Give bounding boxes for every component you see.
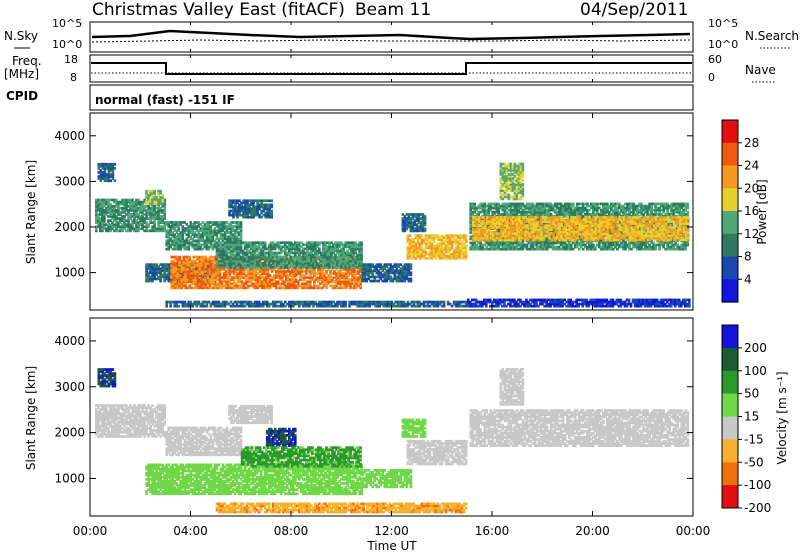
power-band-2 — [145, 190, 164, 205]
velocity-ytick-label-0: 4000 — [54, 334, 85, 348]
cpid-value: normal (fast) -151 IF — [95, 93, 235, 107]
velocity-panel: 4000 3000 2000 1000 Slant Range [km] 200 100… — [24, 318, 789, 516]
velocity-colorbar-tick-6: -100 — [744, 478, 771, 492]
velocity-band-2 — [165, 427, 242, 457]
velocity-band-8 — [407, 440, 468, 465]
velocity-colorbar-tick-0: 200 — [744, 341, 767, 355]
power-colorbar-seg-5 — [722, 234, 738, 257]
power-colorbar-tick-1: 24 — [744, 159, 759, 173]
nave-label: Nave — [745, 63, 776, 77]
power-colorbar-tick-5: 8 — [744, 250, 752, 264]
velocity-colorbar-tick-7: -200 — [744, 501, 771, 515]
velocity-band-9 — [402, 419, 427, 438]
velocity-colorbar: 200 100 50 15 -15 -50 -100 -200 — [722, 325, 771, 515]
velocity-colorbar-seg-1 — [722, 348, 738, 371]
power-ytick-label-2: 2000 — [54, 220, 85, 234]
power-colorbar-tick-6: 4 — [744, 272, 752, 286]
power-ytick-label-0: 4000 — [54, 129, 85, 143]
velocity-ytick-label-3: 1000 — [54, 471, 85, 485]
freq-tick-high: 18 — [64, 53, 78, 66]
nsearch-tick-low: 10^0 — [708, 38, 738, 51]
nave-tick-high: 60 — [708, 53, 722, 66]
velocity-colorbar-seg-7 — [722, 485, 738, 508]
velocity-colorbar-tick-5: -50 — [744, 455, 764, 469]
velocity-colorbar-seg-4 — [722, 417, 738, 440]
nsearch-tick-high: 10^5 — [708, 17, 738, 30]
velocity-colorbar-tick-4: -15 — [744, 432, 764, 446]
velocity-colorbar-seg-3 — [722, 394, 738, 417]
velocity-band-6 — [241, 446, 362, 467]
power-colorbar-seg-7 — [722, 279, 738, 302]
power-colorbar-label: Power [dB] — [755, 179, 769, 244]
power-colorbar-seg-0 — [722, 120, 738, 143]
x-axis-label: Time UT — [366, 539, 417, 553]
velocity-colorbar-label: Velocity [m s⁻¹] — [775, 371, 789, 464]
x-tick-label-6: 00:00 — [676, 524, 711, 538]
freq-unit: [MHz] — [4, 67, 39, 81]
power-colorbar-seg-3 — [722, 188, 738, 211]
velocity-colorbar-seg-5 — [722, 439, 738, 462]
x-tick-label-4: 16:00 — [475, 524, 510, 538]
freq-tick-low: 8 — [70, 71, 77, 84]
velocity-ytick-label-1: 3000 — [54, 380, 85, 394]
power-colorbar-seg-2 — [722, 166, 738, 189]
nsky-label: N.Sky — [4, 29, 38, 43]
cpid-label: CPID — [6, 89, 38, 103]
x-tick-label-1: 04:00 — [173, 524, 208, 538]
nave-tick-low: 0 — [708, 71, 715, 84]
nsky-tick-high: 10^5 — [52, 17, 82, 30]
velocity-colorbar-tick-1: 100 — [744, 364, 767, 378]
velocity-colorbar-seg-2 — [722, 371, 738, 394]
power-ytick-label-1: 3000 — [54, 174, 85, 188]
x-tick-label-2: 08:00 — [274, 524, 309, 538]
power-colorbar-seg-6 — [722, 257, 738, 280]
power-ylabel: Slant Range [km] — [24, 160, 38, 264]
power-colorbar-tick-0: 28 — [744, 136, 759, 150]
nsearch-label: N.Search — [745, 29, 799, 43]
x-tick-label-5: 20:00 — [575, 524, 610, 538]
nsky-panel: N.Sky 10^5 10^0 10^5 10^0 N.Search — [4, 17, 799, 52]
date-label: 04/Sep/2011 — [580, 0, 688, 20]
velocity-ytick-label-2: 2000 — [54, 426, 85, 440]
power-band-10 — [402, 213, 427, 232]
velocity-band-5 — [145, 464, 363, 496]
velocity-colorbar-seg-0 — [722, 325, 738, 348]
velocity-colorbar-seg-6 — [722, 462, 738, 485]
velocity-ylabel: Slant Range [km] — [24, 366, 38, 470]
power-colorbar-seg-1 — [722, 143, 738, 166]
velocity-colorbar-tick-3: 15 — [744, 410, 759, 424]
freq-label: Freq. — [12, 54, 42, 68]
power-colorbar-seg-4 — [722, 211, 738, 234]
power-band-8 — [361, 263, 412, 282]
nsky-tick-low: 10^0 — [52, 38, 82, 51]
x-tick-label-0: 00:00 — [73, 524, 108, 538]
power-band-12 — [472, 216, 690, 241]
x-tick-label-3: 12:00 — [374, 524, 409, 538]
cpid-panel: CPID normal (fast) -151 IF — [6, 85, 693, 110]
velocity-colorbar-tick-2: 50 — [744, 387, 759, 401]
power-ytick-label-3: 1000 — [54, 266, 85, 280]
beam-label: Beam 11 — [355, 0, 431, 20]
chart-title: Christmas Valley East (fitACF) — [92, 0, 345, 20]
freq-panel: Freq. [MHz] 18 8 60 0 Nave — [4, 53, 776, 84]
